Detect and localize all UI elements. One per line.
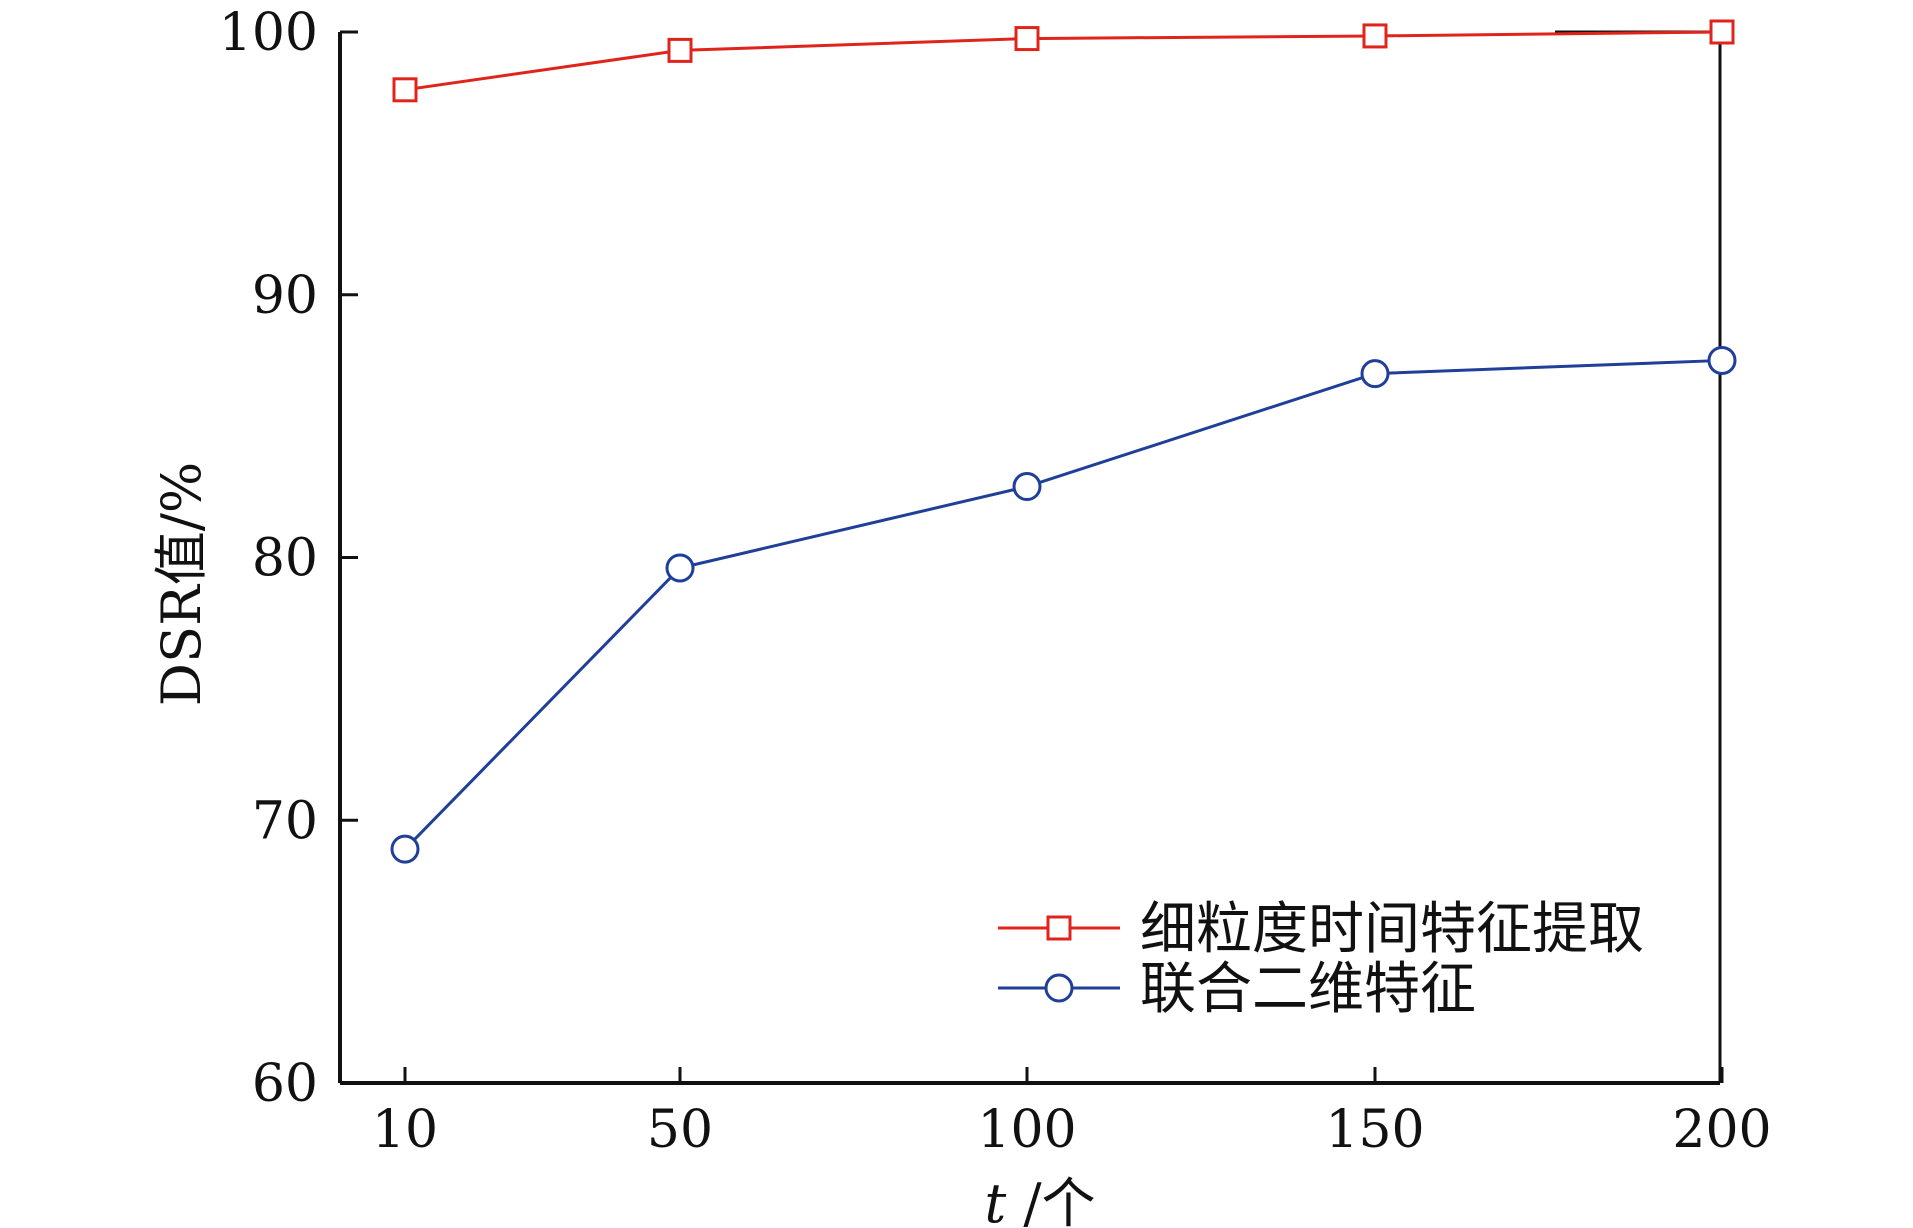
legend-marker-circle	[1044, 973, 1074, 1003]
y-axis-title: DSR值/%	[150, 462, 213, 706]
x-axis-title-unit: /个	[1023, 1172, 1095, 1228]
y-tick-label: 90	[252, 266, 318, 326]
series-layer	[390, 19, 1737, 864]
series-line	[404, 30, 1723, 92]
x-axis-title-variable: t	[984, 1172, 1006, 1228]
y-tick-label: 100	[219, 3, 318, 63]
data-point-circle	[1360, 359, 1390, 389]
data-point-square	[1362, 23, 1388, 49]
x-tick-label: 100	[977, 1100, 1076, 1160]
data-point-circle	[665, 553, 695, 583]
data-point-circle	[390, 834, 420, 864]
axes: 60 70 80 90 100 10 50 100 150 200	[219, 3, 1772, 1160]
data-point-square	[392, 77, 418, 103]
legend-label: 联合二维特征	[1140, 957, 1476, 1022]
x-tick-label: 200	[1672, 1100, 1771, 1160]
x-tick-label: 50	[647, 1100, 713, 1160]
data-point-square	[667, 37, 693, 63]
legend-item: 细粒度时间特征提取	[998, 897, 1644, 962]
series-1	[392, 19, 1735, 103]
series-line	[403, 358, 1723, 851]
y-tick-label: 80	[252, 529, 318, 589]
legend-marker-square	[1046, 915, 1072, 941]
x-tick-label: 10	[372, 1100, 438, 1160]
series-2	[390, 345, 1737, 864]
data-point-square	[1709, 19, 1735, 45]
data-point-square	[1014, 26, 1040, 52]
data-point-circle	[1707, 345, 1737, 375]
data-point-circle	[1012, 472, 1042, 502]
y-tick-label: 60	[252, 1054, 318, 1114]
legend-item: 联合二维特征	[998, 957, 1476, 1022]
y-tick-label: 70	[252, 791, 318, 851]
x-axis-title: t /个	[984, 1172, 1095, 1228]
x-tick-label: 150	[1325, 1100, 1424, 1160]
legend-label: 细粒度时间特征提取	[1140, 897, 1644, 962]
